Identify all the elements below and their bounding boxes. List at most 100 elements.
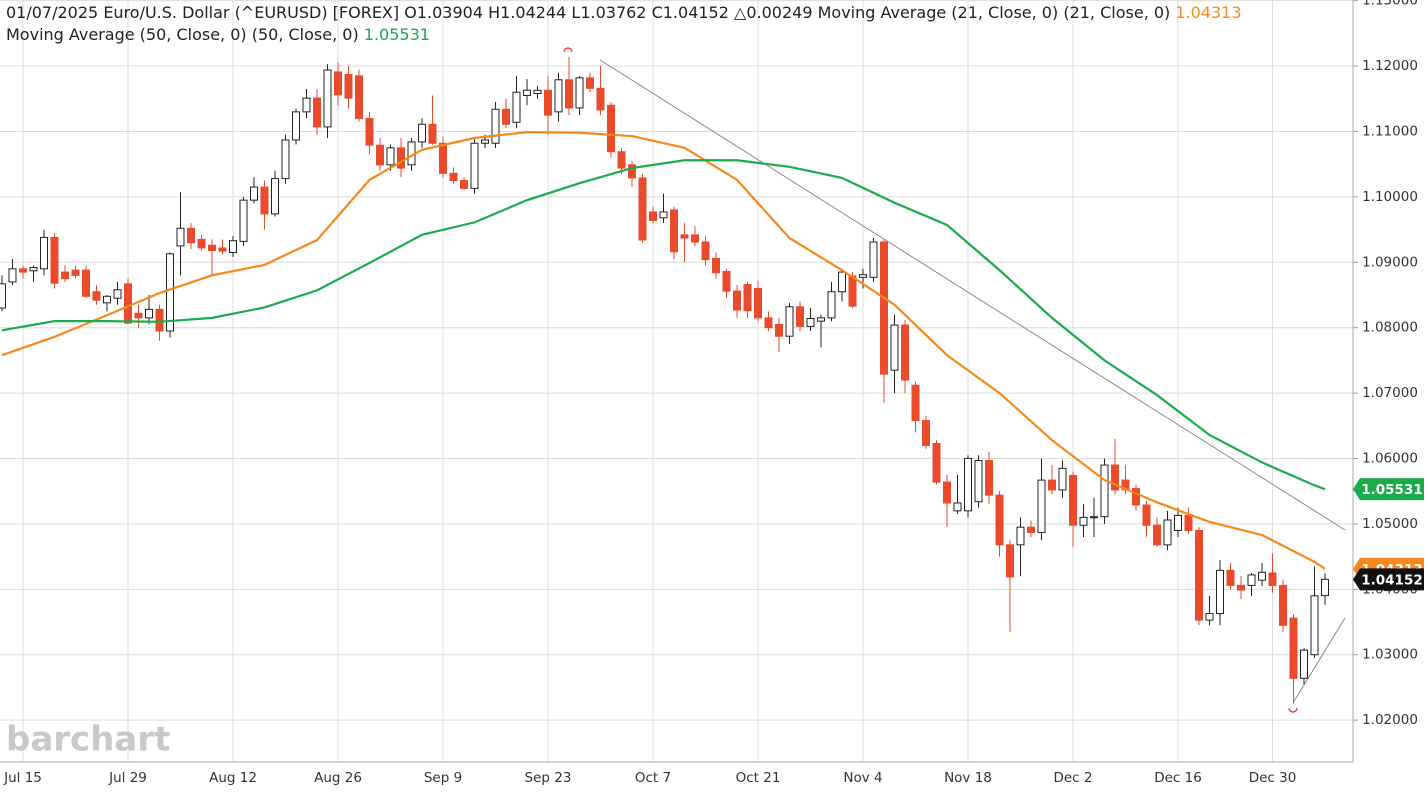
- candle-body: [1048, 479, 1056, 491]
- candle-body: [1300, 649, 1308, 679]
- x-tick-label: Nov 4: [843, 770, 882, 786]
- candle-body: [1027, 526, 1035, 533]
- legend-value: 1.04313: [1175, 3, 1242, 22]
- candle-body: [607, 104, 615, 153]
- ohlc-label: O: [404, 3, 417, 22]
- candle-body: [50, 236, 59, 284]
- legend-name: Moving Average (50, Close, 0): [6, 25, 247, 44]
- x-tick-label: Sep 9: [424, 770, 462, 786]
- candle-body: [1279, 584, 1287, 626]
- candle-body: [92, 291, 101, 301]
- candle-body: [40, 236, 48, 270]
- candle-body: [334, 71, 342, 96]
- candle-body: [932, 442, 941, 483]
- symbol: Euro/U.S. Dollar (^EURUSD) [FOREX]: [103, 3, 400, 22]
- candle-body: [470, 142, 479, 189]
- candle-body: [29, 267, 38, 272]
- candle-body: [1195, 529, 1203, 621]
- candle-body: [1153, 524, 1161, 546]
- x-tick-label: Aug 26: [314, 770, 362, 786]
- candle-body: [649, 211, 657, 221]
- candle-body: [575, 77, 584, 109]
- candle-body: [554, 79, 563, 113]
- y-tick-label: 1.02000: [1362, 712, 1418, 728]
- candle-body: [859, 274, 867, 278]
- candle-body: [1205, 613, 1214, 621]
- candle-body: [323, 69, 332, 128]
- y-tick-label: 1.06000: [1362, 451, 1418, 467]
- low-marker: [1288, 707, 1298, 713]
- candle-body: [1289, 617, 1298, 679]
- candle-body: [344, 74, 353, 99]
- candle-body: [103, 295, 111, 304]
- candle-body: [953, 502, 962, 512]
- candle-body: [701, 241, 710, 261]
- candle-body: [544, 89, 552, 116]
- candle-body: [1111, 464, 1119, 491]
- price-box: [1353, 478, 1424, 501]
- candle-body: [0, 283, 6, 309]
- x-tick-label: Nov 18: [944, 770, 992, 786]
- ohlc-label: C: [651, 3, 663, 22]
- candle-body: [449, 172, 458, 182]
- candle-body: [365, 117, 374, 146]
- y-tick-label: 1.13000: [1362, 0, 1418, 9]
- candle-body: [1058, 467, 1067, 491]
- candle-body: [596, 87, 605, 111]
- candle-body: [491, 108, 500, 144]
- candle-body: [680, 234, 689, 239]
- candle-body: [397, 147, 405, 169]
- candle-body: [869, 241, 878, 278]
- candle-body: [659, 211, 668, 219]
- candle-body: [292, 111, 300, 141]
- x-tick-label: Dec 2: [1053, 770, 1092, 786]
- candle-body: [1310, 595, 1319, 656]
- candle-body: [1132, 488, 1140, 506]
- y-tick-label: 1.11000: [1362, 123, 1418, 139]
- candle-body: [113, 289, 122, 299]
- x-tick-label: Dec 30: [1249, 770, 1297, 786]
- candle-body: [638, 177, 647, 241]
- candle-body: [71, 269, 80, 276]
- candle-body: [1174, 514, 1182, 531]
- candle-body: [911, 384, 920, 422]
- ohlc-value: 1.03762: [580, 3, 647, 22]
- candle-body: [155, 308, 164, 332]
- price-box-label: 1.04152: [1361, 572, 1423, 588]
- candle-body: [1226, 569, 1235, 586]
- candle-body: [1247, 574, 1256, 586]
- header: 01/07/2025 Euro/U.S. Dollar (^EURUSD) [F…: [6, 2, 1242, 46]
- candle-body: [124, 283, 132, 324]
- candle-body: [386, 147, 395, 166]
- candle-body: [313, 97, 321, 128]
- candle-body: [176, 227, 185, 247]
- candle-body: [512, 91, 521, 123]
- candle-body: [565, 79, 573, 109]
- header-line: 01/07/2025 Euro/U.S. Dollar (^EURUSD) [F…: [6, 2, 1242, 24]
- candle-body: [1321, 578, 1329, 597]
- legend-value: 1.05531: [363, 25, 430, 44]
- candle-body: [1090, 516, 1098, 519]
- x-tick-label: Oct 7: [635, 770, 671, 786]
- price-box-label: 1.05531: [1361, 482, 1423, 498]
- x-tick-label: Dec 16: [1154, 770, 1202, 786]
- y-tick-label: 1.09000: [1362, 254, 1418, 270]
- candle-body: [827, 291, 836, 319]
- candle-body: [1258, 571, 1266, 581]
- candle-body: [1216, 569, 1224, 615]
- candle-body: [1016, 526, 1025, 546]
- candle-body: [712, 257, 720, 274]
- x-tick-label: Sep 23: [525, 770, 572, 786]
- candle-body: [754, 287, 762, 319]
- ma-line: [1, 131, 1326, 570]
- ohlc-label: △: [734, 3, 747, 22]
- candle-body: [1006, 544, 1014, 578]
- candle-body: [428, 123, 437, 144]
- candle-body: [722, 270, 731, 292]
- y-tick-label: 1.05000: [1362, 516, 1418, 532]
- candle-body: [806, 318, 815, 327]
- x-tick-label: Jul 29: [108, 770, 147, 786]
- candle-body: [733, 290, 741, 311]
